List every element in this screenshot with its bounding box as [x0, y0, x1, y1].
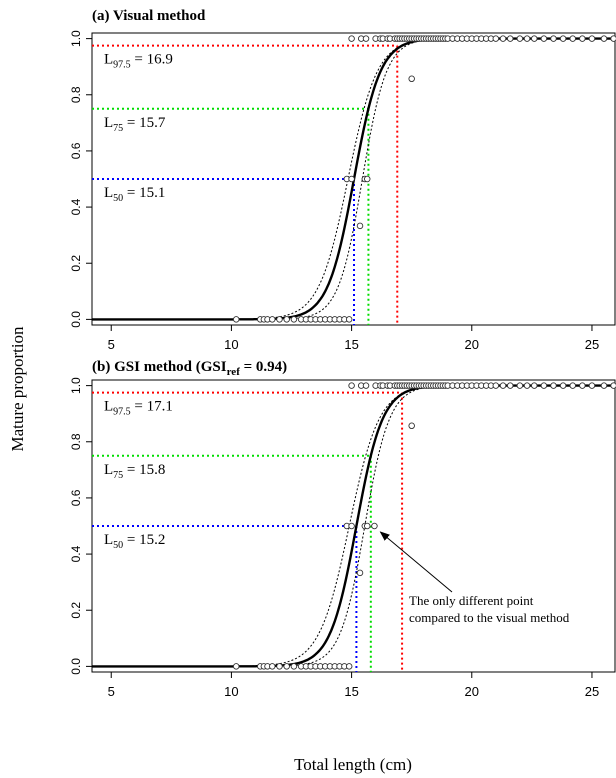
annotation-L975: L97.5 = 17.1	[104, 399, 173, 418]
data-point-partial	[364, 176, 370, 182]
data-point-immature	[233, 664, 239, 670]
data-point-mature	[517, 36, 523, 42]
data-point-partial	[349, 523, 355, 529]
data-point-partial	[346, 317, 352, 323]
data-point-partial	[372, 523, 378, 529]
data-point-partial	[349, 176, 355, 182]
plot-area	[92, 383, 616, 672]
plot-area	[92, 36, 616, 325]
panel-b: (b) GSI method (GSIref = 0.94) 5 10 15 20 25…	[69, 359, 616, 699]
data-point-partial	[409, 76, 415, 82]
y-tick-label: 0.0	[69, 311, 83, 328]
x-tick-label: 25	[585, 684, 599, 699]
data-point-mature	[560, 36, 566, 42]
y-tick-label: 0.2	[69, 602, 83, 619]
annotation-L75: L75 = 15.8	[104, 462, 165, 481]
data-point-mature	[601, 383, 607, 389]
data-point-partial	[357, 223, 363, 229]
annotation-L50: L50 = 15.2	[104, 532, 165, 551]
data-point-mature	[517, 383, 523, 389]
y-tick-label: 0.4	[69, 198, 83, 215]
data-point-mature	[611, 383, 616, 389]
data-point-mature	[551, 383, 557, 389]
data-point-immature	[284, 664, 290, 670]
y-tick-label: 0.8	[69, 86, 83, 103]
note-text-line: The only different point	[409, 593, 534, 608]
data-point-mature	[580, 383, 586, 389]
data-point-mature	[531, 36, 537, 42]
y-tick-label: 0.4	[69, 545, 83, 562]
data-point-mature	[580, 36, 586, 42]
figure-xlabel: Total length (cm)	[294, 755, 412, 774]
annotation-L50: L50 = 15.1	[104, 185, 165, 204]
figure-ylabel: Mature proportion	[8, 326, 27, 452]
panel-b-title: (b) GSI method (GSIref = 0.94)	[92, 359, 287, 378]
data-point-mature	[349, 383, 355, 389]
panel-b-plot: 5 10 15 20 25 0.0 0.2 0.4 0.6 0.8 1.0 L97.5 = 17.1 L…	[69, 377, 616, 699]
data-point-partial	[409, 423, 415, 429]
panel-a: (a) Visual method 5 10 15 20 25 0.0 0.2 0.4 0.6 0…	[69, 8, 616, 352]
x-tick-label: 5	[108, 684, 115, 699]
data-point-partial	[364, 523, 370, 529]
x-tick-label: 10	[224, 337, 238, 352]
y-tick-label: 0.8	[69, 433, 83, 450]
y-tick-label: 0.6	[69, 142, 83, 159]
y-tick-label: 0.0	[69, 658, 83, 675]
panel-a-title: (a) Visual method	[92, 8, 206, 24]
data-point-mature	[541, 36, 547, 42]
data-point-mature	[500, 383, 506, 389]
data-point-mature	[601, 36, 607, 42]
annotation-L975: L97.5 = 16.9	[104, 52, 173, 71]
data-point-mature	[541, 383, 547, 389]
data-point-mature	[524, 383, 530, 389]
x-tick-label: 10	[224, 684, 238, 699]
data-point-mature	[493, 383, 499, 389]
data-point-immature	[277, 317, 283, 323]
x-tick-label: 5	[108, 337, 115, 352]
x-tick-label: 20	[465, 684, 479, 699]
data-point-mature	[570, 383, 576, 389]
data-point-immature	[277, 664, 283, 670]
note-text-line: compared to the visual method	[409, 610, 570, 625]
x-tick-label: 15	[344, 684, 358, 699]
data-point-mature	[493, 36, 499, 42]
x-tick-label: 20	[465, 337, 479, 352]
data-point-mature	[589, 36, 595, 42]
data-point-mature	[500, 36, 506, 42]
panel-a-plot: 5 10 15 20 25 0.0 0.2 0.4 0.6 0.8 1.0 L97.5 = 16.9 L…	[69, 30, 616, 352]
y-tick-label: 0.2	[69, 255, 83, 272]
data-point-mature	[363, 383, 369, 389]
y-tick-label: 0.6	[69, 489, 83, 506]
y-tick-label: 1.0	[69, 377, 83, 394]
data-point-immature	[233, 317, 239, 323]
data-point-mature	[524, 36, 530, 42]
data-point-mature	[507, 383, 513, 389]
data-point-partial	[357, 570, 363, 576]
data-point-mature	[551, 36, 557, 42]
data-point-mature	[363, 36, 369, 42]
data-point-immature	[269, 317, 275, 323]
data-point-partial	[346, 664, 352, 670]
y-tick-label: 1.0	[69, 30, 83, 47]
note-arrow	[380, 532, 452, 592]
data-point-mature	[507, 36, 513, 42]
data-point-immature	[291, 664, 297, 670]
data-point-immature	[269, 664, 275, 670]
data-point-mature	[349, 36, 355, 42]
data-point-mature	[531, 383, 537, 389]
data-point-mature	[589, 383, 595, 389]
panel-b-title-sub: ref	[227, 366, 241, 378]
x-tick-label: 25	[585, 337, 599, 352]
data-point-mature	[611, 36, 616, 42]
data-point-mature	[560, 383, 566, 389]
data-point-immature	[284, 317, 290, 323]
data-point-immature	[291, 317, 297, 323]
data-point-mature	[570, 36, 576, 42]
x-tick-label: 15	[344, 337, 358, 352]
annotation-L75: L75 = 15.7	[104, 115, 166, 134]
